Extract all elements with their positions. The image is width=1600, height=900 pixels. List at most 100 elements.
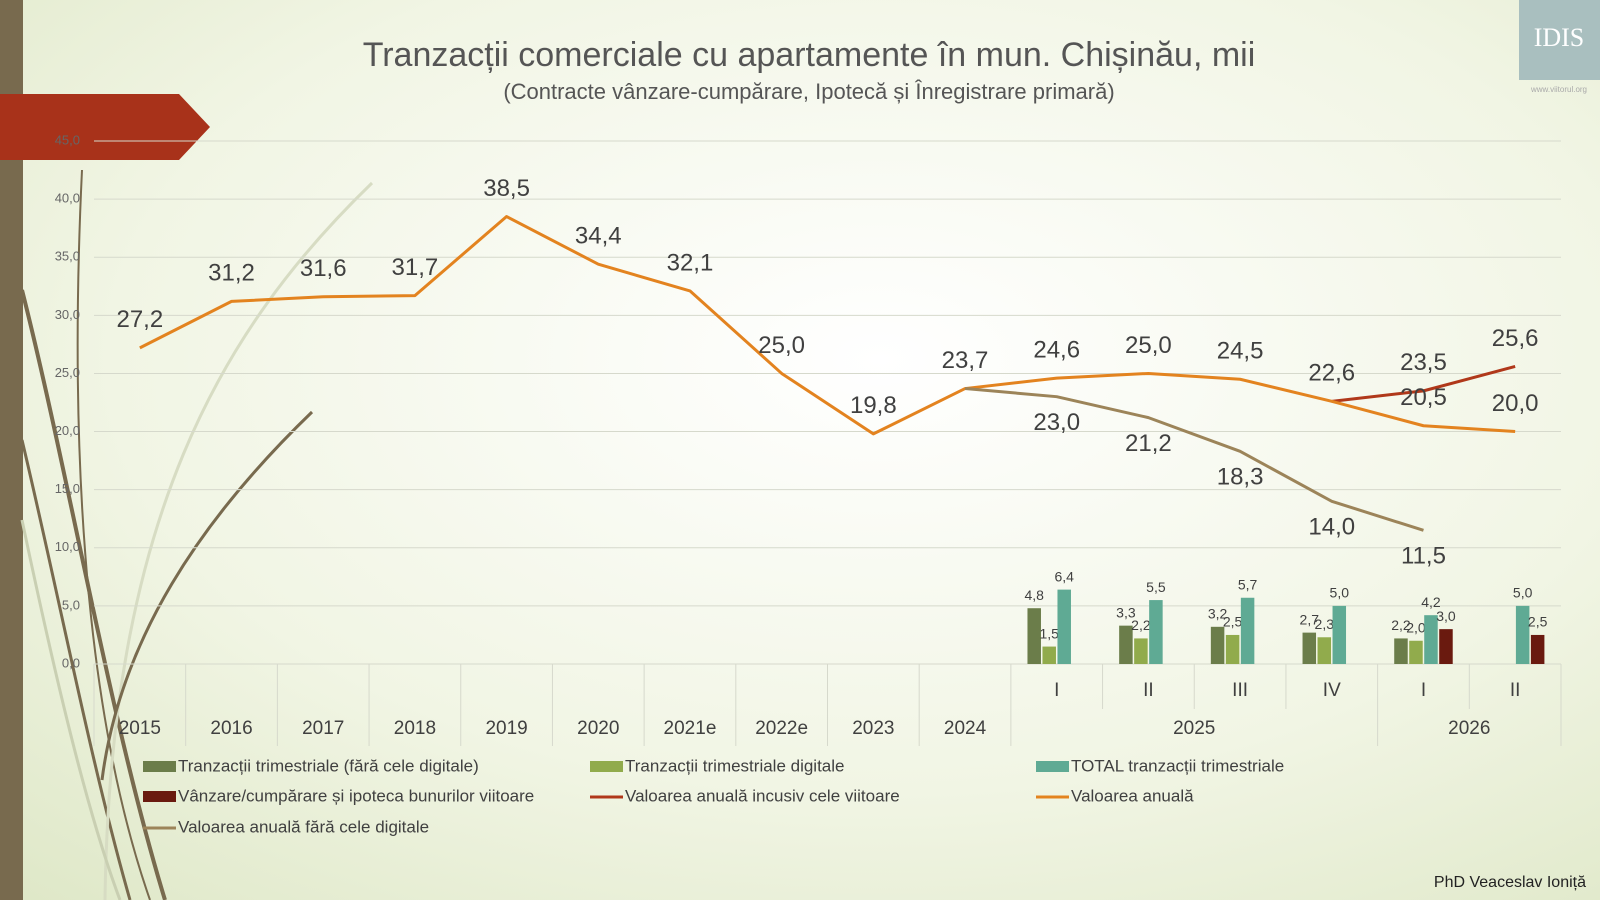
bar-value-label: 1,5 <box>1039 625 1059 641</box>
legend-label: TOTAL tranzacții trimestriale <box>1071 756 1284 775</box>
x-tick-label: 2016 <box>210 718 252 739</box>
y-tick-label: 15,0 <box>55 481 80 496</box>
x-group-label: 2025 <box>1173 718 1215 739</box>
bar <box>1042 646 1056 664</box>
y-tick-label: 20,0 <box>55 423 80 438</box>
bar <box>1317 637 1332 664</box>
y-tick-label: 0,0 <box>62 655 80 670</box>
legend-label: Tranzacții trimestriale (fără cele digit… <box>178 756 479 775</box>
y-tick-label: 45,0 <box>55 132 80 147</box>
bar <box>1332 605 1347 664</box>
line-value-label: 31,6 <box>300 255 347 282</box>
bar-value-label: 5,0 <box>1513 585 1533 601</box>
bar-value-label: 5,5 <box>1146 579 1166 595</box>
accent-arrow <box>0 94 210 160</box>
x-tick-label: III <box>1232 680 1248 701</box>
bar <box>1225 634 1240 664</box>
bar-value-label: 3,3 <box>1116 604 1136 620</box>
line-value-label: 25,0 <box>1125 332 1172 359</box>
bar-value-label: 4,8 <box>1024 587 1044 603</box>
line-value-label: 18,3 <box>1217 464 1264 491</box>
chart-title: Tranzacții comerciale cu apartamente în … <box>363 36 1256 74</box>
bar <box>1530 634 1545 664</box>
y-tick-label: 40,0 <box>55 191 80 206</box>
bar <box>1149 600 1163 664</box>
x-tick-label: 2021e <box>664 718 717 739</box>
bar-value-label: 2,5 <box>1223 614 1243 630</box>
logo: IDIS <box>1534 23 1585 52</box>
bar-value-label: 2,7 <box>1300 611 1320 627</box>
bar-value-label: 2,2 <box>1391 617 1411 633</box>
line-value-label: 20,5 <box>1400 384 1447 411</box>
bar-value-label: 2,3 <box>1315 616 1335 632</box>
bar-value-label: 3,0 <box>1436 608 1456 624</box>
chart-subtitle: (Contracte vânzare-cumpărare, Ipotecă și… <box>503 79 1114 104</box>
legend-label: Valoarea anuală fără cele digitale <box>178 817 429 836</box>
line-value-label: 24,6 <box>1033 336 1080 363</box>
x-tick-label: II <box>1510 680 1521 701</box>
legend-swatch <box>143 791 176 802</box>
x-tick-label: I <box>1421 680 1426 701</box>
x-tick-label: II <box>1143 680 1154 701</box>
line-value-label: 23,7 <box>942 347 989 374</box>
x-tick-label: 2015 <box>119 718 161 739</box>
bar-value-label: 2,2 <box>1131 617 1151 633</box>
line-value-label: 25,0 <box>758 332 805 359</box>
plot: 0,0 5,0 10,0 15,0 20,0 25,0 30,0 35,0 40,0 45,0 20… <box>55 132 1562 836</box>
author: PhD Veaceslav Ioniță <box>1434 874 1586 891</box>
y-tick-label: 25,0 <box>55 365 80 380</box>
x-tick-label: 2022e <box>755 718 808 739</box>
bar <box>1302 632 1317 664</box>
bar <box>1515 605 1530 664</box>
bar-value-label: 2,0 <box>1406 619 1426 635</box>
bar-value-label: 3,2 <box>1208 606 1228 622</box>
y-tick-label: 5,0 <box>62 597 80 612</box>
bar-value-label: 4,2 <box>1421 594 1441 610</box>
legend-label: Vânzare/cumpărare și ipoteca bunurilor v… <box>178 786 534 805</box>
logo-box <box>1519 0 1600 80</box>
logo-url: www.viitorul.org <box>1530 85 1587 94</box>
y-tick-label: 35,0 <box>55 249 80 264</box>
x-tick-label: 2017 <box>302 718 344 739</box>
line-value-label: 22,6 <box>1308 360 1355 387</box>
legend-label: Valoarea anuală <box>1071 786 1194 805</box>
x-tick-label: 2020 <box>577 718 619 739</box>
line-value-label: 20,0 <box>1492 390 1539 417</box>
line <box>1331 365 1516 403</box>
bar <box>1134 638 1148 664</box>
legend-swatch <box>1036 761 1069 772</box>
line-value-label: 27,2 <box>116 306 163 333</box>
bar <box>1424 615 1438 664</box>
bar <box>1027 608 1041 664</box>
bar <box>1210 626 1225 664</box>
legend-label: Valoarea anuală incusiv cele viitoare <box>625 786 900 805</box>
legend-swatch <box>143 761 176 772</box>
x-tick-label: I <box>1054 680 1059 701</box>
y-tick-label: 30,0 <box>55 307 80 322</box>
line-value-label: 32,1 <box>667 249 714 276</box>
line <box>964 387 1424 532</box>
bar-value-label: 6,4 <box>1054 568 1074 584</box>
legend-label: Tranzacții trimestriale digitale <box>625 756 845 775</box>
line-value-label: 31,7 <box>392 254 439 281</box>
line-value-label: 25,6 <box>1492 325 1539 352</box>
line-value-label: 31,2 <box>208 260 255 287</box>
x-group-label: 2026 <box>1448 718 1490 739</box>
line-value-label: 23,0 <box>1033 409 1080 436</box>
bar <box>1057 589 1071 664</box>
bar <box>1409 640 1423 664</box>
line-value-label: 38,5 <box>483 175 530 202</box>
line-value-label: 23,5 <box>1400 349 1447 376</box>
decor-curves <box>20 169 374 900</box>
line-value-label: 34,4 <box>575 223 622 250</box>
x-tick-label: 2023 <box>852 718 894 739</box>
x-tick-label: 2024 <box>944 718 987 739</box>
bar <box>1439 629 1453 664</box>
x-tick-label: 2019 <box>485 718 527 739</box>
y-tick-label: 10,0 <box>55 539 80 554</box>
line-value-label: 19,8 <box>850 392 897 419</box>
x-tick-label: 2018 <box>394 718 436 739</box>
bar-value-label: 5,0 <box>1330 585 1350 601</box>
